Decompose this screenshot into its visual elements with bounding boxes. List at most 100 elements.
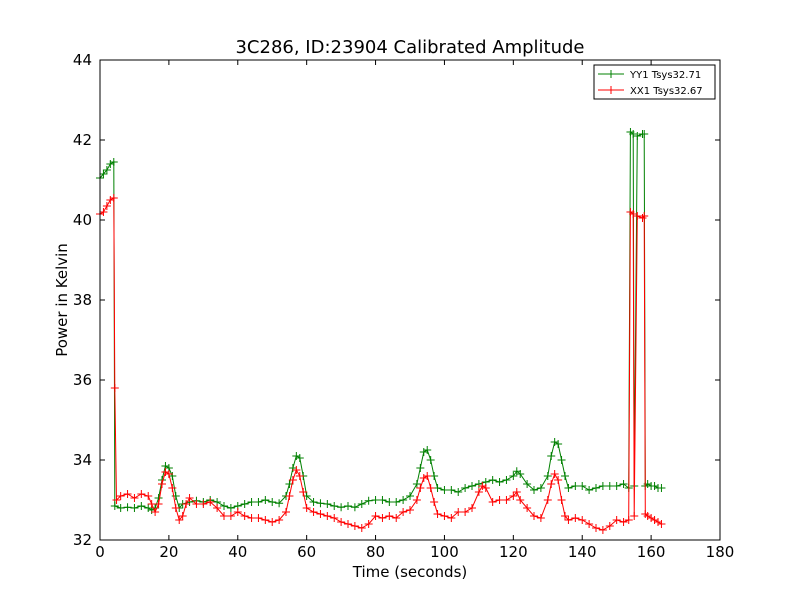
data-point-xx1 [638, 214, 647, 222]
data-point-xx1 [106, 196, 115, 204]
data-point-yy1 [612, 482, 621, 490]
data-point-xx1 [447, 514, 456, 522]
data-point-xx1 [213, 504, 222, 512]
data-point-xx1 [275, 516, 284, 524]
data-point-yy1 [447, 486, 456, 494]
y-tick-label: 44 [73, 51, 92, 69]
data-point-yy1 [412, 480, 421, 488]
data-point-xx1 [550, 470, 559, 478]
y-tick-label: 32 [73, 531, 92, 549]
data-point-yy1 [110, 502, 119, 510]
data-point-yy1 [323, 500, 332, 508]
data-point-xx1 [292, 466, 301, 474]
data-point-xx1 [478, 482, 487, 490]
data-point-xx1 [426, 484, 435, 492]
data-point-xx1 [154, 500, 163, 508]
data-point-xx1 [643, 512, 652, 520]
data-point-xx1 [161, 468, 170, 476]
data-point-xx1 [512, 488, 521, 496]
legend: YY1 Tsys32.71 XX1 Tsys32.67 [593, 64, 716, 100]
data-point-xx1 [488, 498, 497, 506]
data-point-yy1 [419, 448, 428, 456]
data-point-yy1 [268, 498, 277, 506]
data-point-xx1 [430, 498, 439, 506]
data-point-yy1 [295, 454, 304, 462]
data-point-xx1 [578, 516, 587, 524]
data-point-xx1 [523, 504, 532, 512]
data-point-yy1 [495, 478, 504, 486]
data-point-xx1 [399, 508, 408, 516]
legend-label-xx1: XX1 Tsys32.67 [630, 86, 703, 97]
y-tick-label: 38 [73, 291, 92, 309]
data-point-xx1 [220, 512, 228, 520]
data-point-xx1 [647, 514, 656, 522]
data-point-xx1 [109, 194, 118, 202]
data-point-xx1 [543, 496, 552, 504]
data-point-xx1 [158, 480, 166, 488]
data-point-yy1 [585, 486, 594, 494]
data-point-xx1 [650, 516, 659, 524]
data-point-xx1 [285, 492, 294, 500]
data-point-xx1 [344, 520, 352, 528]
data-point-xx1 [323, 512, 332, 520]
data-point-xx1 [416, 484, 425, 492]
data-point-yy1 [640, 130, 649, 138]
y-tick-label: 42 [73, 131, 92, 149]
data-point-yy1 [123, 503, 132, 512]
x-tick-label: 60 [297, 543, 316, 561]
data-point-xx1 [378, 514, 387, 522]
data-point-xx1 [295, 472, 304, 480]
legend-entry-xx1: XX1 Tsys32.67 [598, 86, 703, 97]
y-axis-title: Power in Kelvin [53, 243, 71, 357]
data-point-yy1 [629, 130, 638, 138]
data-point-yy1 [371, 496, 380, 504]
data-point-yy1 [144, 504, 153, 512]
data-point-xx1 [624, 516, 633, 524]
data-point-xx1 [137, 490, 146, 498]
data-point-yy1 [137, 502, 146, 510]
data-point-xx1 [268, 518, 277, 526]
data-point-xx1 [171, 504, 180, 512]
data-point-yy1 [433, 484, 442, 492]
data-point-xx1 [530, 512, 538, 520]
data-point-xx1 [385, 512, 394, 520]
data-point-xx1 [440, 512, 449, 520]
data-point-yy1 [516, 470, 525, 478]
x-tick-label: 0 [95, 543, 105, 561]
data-point-xx1 [147, 500, 156, 508]
y-tick-label: 40 [73, 211, 92, 229]
data-point-yy1 [350, 503, 359, 512]
data-point-yy1 [309, 498, 318, 506]
data-point-xx1 [564, 516, 573, 524]
data-point-yy1 [99, 170, 108, 178]
data-point-xx1 [495, 496, 504, 504]
data-point-xx1 [247, 514, 256, 522]
data-point-yy1 [357, 500, 366, 508]
data-point-yy1 [561, 472, 569, 480]
x-tick-label: 20 [159, 543, 178, 561]
data-point-yy1 [461, 484, 470, 492]
data-point-xx1 [175, 516, 184, 524]
data-point-yy1 [454, 488, 463, 496]
data-point-xx1 [309, 508, 318, 516]
data-point-xx1 [423, 472, 432, 480]
data-point-yy1 [247, 498, 256, 506]
data-point-yy1 [130, 504, 139, 512]
data-point-xx1 [206, 498, 215, 506]
data-point-xx1 [654, 518, 662, 526]
data-point-yy1 [275, 499, 284, 508]
data-point-yy1 [523, 480, 532, 488]
data-point-xx1 [536, 514, 545, 522]
data-point-yy1 [650, 482, 659, 490]
data-point-xx1 [330, 514, 339, 522]
data-point-yy1 [502, 476, 511, 484]
data-point-xx1 [406, 506, 414, 514]
data-point-xx1 [468, 504, 476, 512]
series-layer [96, 128, 666, 534]
data-point-xx1 [630, 512, 639, 520]
data-point-xx1 [261, 516, 270, 524]
data-point-yy1 [547, 452, 556, 460]
data-point-xx1 [561, 512, 569, 520]
data-point-xx1 [110, 384, 119, 392]
